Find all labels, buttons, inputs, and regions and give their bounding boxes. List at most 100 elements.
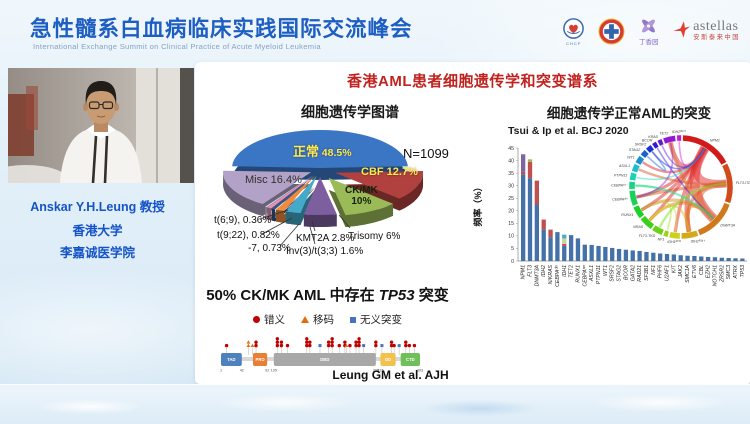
pie-label-minus7: -7, 0.73% — [248, 243, 291, 254]
pie-label-misc: Misc 16.4% — [245, 174, 302, 186]
pie-label-t922: t(9;22), 0.82% — [217, 230, 280, 241]
svg-text:STAG2: STAG2 — [617, 265, 623, 282]
svg-text:SF3B1: SF3B1 — [644, 265, 650, 281]
svg-text:SMC3: SMC3 — [726, 265, 732, 280]
svg-text:CEBPAˢᵐ: CEBPAˢᵐ — [582, 265, 588, 287]
svg-text:25: 25 — [508, 196, 514, 202]
dxy-logo: 丁香园 — [638, 16, 659, 46]
svg-text:TAD: TAD — [227, 357, 235, 362]
pie-label-inv3: Inv(3)/t(3;3) 1.6% — [286, 246, 364, 257]
speaker-video-feed — [8, 68, 194, 183]
svg-text:STAG2: STAG2 — [629, 148, 641, 152]
medical-cross-logo — [598, 17, 625, 45]
svg-text:EZH2: EZH2 — [706, 265, 712, 278]
svg-text:RUNX1: RUNX1 — [621, 213, 633, 217]
decorative-footer-band — [0, 384, 750, 424]
pie-label-kmt2a: KMT2A 2.8% — [296, 233, 355, 244]
pie-label-t69: t(6;9), 0.36% — [214, 215, 272, 226]
svg-text:KRAS: KRAS — [648, 135, 658, 139]
speaker-affiliation-1: 香港大学 — [72, 224, 123, 238]
astellas-wordmark: astellas — [693, 19, 739, 35]
comutation-circos-plot: NPM1 FLT3-ITD DNMT3A IDH2ᴿ¹⁴⁰ IDH1ᴿ¹³²NF1FLT… — [611, 130, 750, 244]
svg-text:105: 105 — [271, 369, 277, 373]
svg-text:40: 40 — [508, 158, 514, 164]
svg-text:DNMT3A: DNMT3A — [534, 264, 540, 286]
mutation-legend: 错义 移码 无义突变 — [253, 312, 402, 327]
chcf-emblem-icon — [563, 17, 585, 39]
pie-section-heading: 细胞遗传学图谱 — [301, 104, 399, 120]
svg-text:FLT3-TKD: FLT3-TKD — [639, 234, 656, 238]
svg-text:SMC1A: SMC1A — [685, 264, 691, 282]
svg-text:ATRX: ATRX — [733, 264, 739, 279]
svg-text:1: 1 — [220, 369, 222, 373]
svg-text:10: 10 — [508, 234, 514, 240]
svg-text:NPM1: NPM1 — [710, 138, 720, 142]
svg-text:NF1: NF1 — [651, 265, 657, 275]
svg-text:0: 0 — [511, 259, 514, 265]
svg-text:92: 92 — [265, 369, 269, 373]
pie-label-cbf: CBF 12.7% — [361, 166, 418, 178]
svg-text:PTPN11: PTPN11 — [596, 265, 602, 284]
svg-text:N/KRAS: N/KRAS — [548, 264, 554, 284]
svg-text:30: 30 — [508, 183, 514, 189]
svg-text:TET2: TET2 — [659, 132, 668, 136]
speaker-affiliation-2: 李嘉诚医学院 — [59, 246, 135, 260]
svg-text:42: 42 — [240, 369, 244, 373]
svg-text:ETV6: ETV6 — [692, 265, 698, 278]
dxy-flower-icon — [642, 19, 656, 33]
svg-text:FLT3: FLT3 — [528, 265, 534, 277]
svg-text:NOTCH1: NOTCH1 — [712, 265, 718, 286]
pie-label-ckmk: CK/MK 10% — [345, 185, 378, 207]
svg-text:OD: OD — [385, 357, 391, 362]
svg-text:TET2: TET2 — [569, 265, 575, 278]
svg-text:IDH1ᴿ¹³²: IDH1ᴿ¹³² — [667, 240, 681, 244]
svg-text:20: 20 — [508, 209, 514, 215]
svg-text:NF1: NF1 — [658, 238, 665, 242]
svg-text:IDH2ᴿ¹⁷²: IDH2ᴿ¹⁷² — [672, 130, 686, 134]
svg-text:JAK2: JAK2 — [678, 265, 684, 279]
svg-text:RUNX1: RUNX1 — [575, 265, 581, 283]
cohort-size-label: N=1099 — [403, 146, 449, 161]
svg-text:WT1: WT1 — [603, 265, 609, 276]
svg-text:BCOR: BCOR — [623, 265, 629, 280]
svg-text:TP53: TP53 — [740, 265, 746, 278]
svg-text:SRSF2: SRSF2 — [635, 143, 647, 147]
svg-text:频率（%）: 频率（%） — [472, 182, 483, 226]
legend-missense-label: 错义 — [264, 314, 285, 326]
nonsense-square-icon — [350, 316, 356, 323]
svg-text:CBL: CBL — [699, 265, 705, 275]
svg-text:PRO: PRO — [256, 357, 266, 362]
svg-text:393: 393 — [417, 369, 423, 373]
pie-label-normal: 正常 48.5% — [293, 144, 352, 159]
astellas-star-icon — [673, 21, 691, 38]
svg-text:GATA2: GATA2 — [630, 265, 636, 281]
right-citation: Tsui & Ip et al. BCJ 2020 — [508, 125, 629, 137]
slide-title: 香港AML患者细胞遗传学和突变谱系 — [347, 73, 598, 90]
svg-text:CEBPAᵈᵐ: CEBPAᵈᵐ — [612, 197, 627, 201]
svg-text:DBD: DBD — [320, 357, 329, 362]
speaker-name: Anskar Y.H.Leung 教授 — [30, 200, 165, 214]
svg-text:IDH2ᴿ¹⁴⁰: IDH2ᴿ¹⁴⁰ — [691, 239, 706, 243]
medical-cross-emblem-icon — [598, 17, 625, 45]
chcf-logo: CHCF — [562, 17, 585, 46]
svg-text:PTPN11: PTPN11 — [614, 174, 627, 178]
svg-text:CEBPAˢᵐ: CEBPAˢᵐ — [611, 183, 626, 187]
svg-text:SRSF2: SRSF2 — [610, 265, 616, 282]
dxy-caption: 丁香园 — [638, 39, 659, 46]
svg-text:306: 306 — [373, 369, 379, 373]
page-subtitle: International Exchange Summit on Clinica… — [33, 42, 321, 51]
frameshift-triangle-icon — [301, 316, 309, 323]
svg-text:FLT3-ITD: FLT3-ITD — [736, 181, 750, 185]
bar-section-heading: 细胞遗传学正常AML的突变 — [546, 106, 712, 121]
astellas-cn-caption: 安斯泰来中国 — [693, 34, 740, 42]
presentation-slide: 香港AML患者细胞遗传学和突变谱系 细胞遗传学图谱 N=1099 正常 48.5… — [195, 62, 750, 396]
svg-text:5: 5 — [511, 246, 514, 252]
tp53-heading: 50% CK/MK AML 中存在 TP53 突变 — [206, 287, 449, 304]
page-title: 急性髓系白血病临床实践国际交流峰会 — [30, 17, 413, 41]
svg-text:ZRSR2: ZRSR2 — [719, 265, 725, 283]
speaker-portrait — [8, 68, 194, 183]
svg-text:35: 35 — [508, 171, 514, 177]
chcf-caption: CHCF — [566, 40, 582, 46]
sponsor-logos: CHCF 丁香园 aste — [562, 16, 740, 46]
